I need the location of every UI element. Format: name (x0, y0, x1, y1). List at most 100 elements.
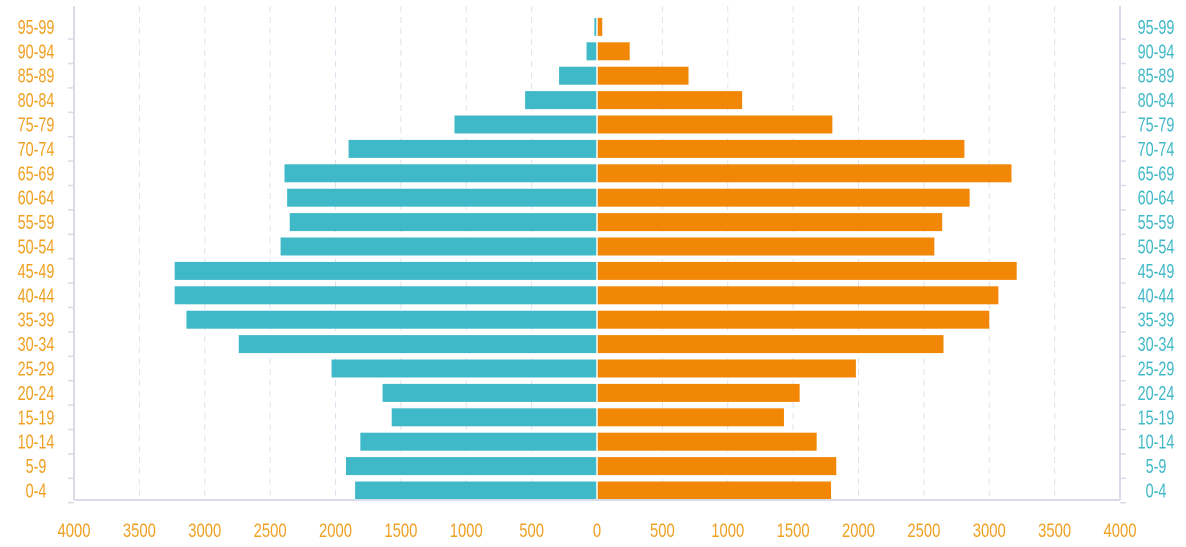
right-age-label: 55-59 (1138, 211, 1175, 234)
x-tick-label: 500 (650, 520, 675, 541)
bar-right-90-94 (597, 42, 630, 61)
bar-left-10-14 (360, 432, 597, 451)
bar-right-75-79 (597, 115, 833, 134)
left-age-label: 85-89 (18, 64, 55, 87)
bar-left-80-84 (525, 91, 597, 110)
right-age-label: 10-14 (1138, 430, 1175, 453)
bar-right-25-29 (597, 359, 856, 378)
x-tick-label: 1500 (777, 520, 810, 541)
bar-left-35-39 (186, 310, 597, 329)
bar-left-75-79 (454, 115, 597, 134)
right-age-label: 35-39 (1138, 308, 1175, 331)
bar-right-10-14 (597, 432, 817, 451)
x-tick-label: 2500 (254, 520, 287, 541)
x-tick-label: 0 (593, 520, 601, 541)
bar-right-65-69 (597, 164, 1012, 183)
bar-left-15-19 (391, 408, 597, 427)
bar-right-40-44 (597, 286, 999, 305)
left-age-label: 55-59 (18, 211, 55, 234)
right-age-label: 30-34 (1138, 333, 1175, 356)
bar-left-65-69 (284, 164, 597, 183)
left-age-label: 60-64 (18, 186, 55, 209)
bar-right-55-59 (597, 213, 943, 232)
x-tick-label: 1000 (450, 520, 483, 541)
bar-left-55-59 (289, 213, 597, 232)
right-age-label: 85-89 (1138, 64, 1175, 87)
x-tick-label: 500 (519, 520, 544, 541)
left-age-label: 90-94 (18, 40, 55, 63)
left-age-label: 65-69 (18, 162, 55, 185)
x-tick-label: 3500 (1038, 520, 1071, 541)
bar-left-0-4 (355, 481, 597, 500)
left-age-label: 30-34 (18, 333, 55, 356)
right-age-label: 95-99 (1138, 16, 1175, 39)
right-age-label: 65-69 (1138, 162, 1175, 185)
bar-right-5-9 (597, 457, 837, 476)
bar-left-20-24 (382, 383, 597, 402)
bar-right-80-84 (597, 91, 743, 110)
x-tick-label: 4000 (58, 520, 91, 541)
left-age-label: 25-29 (18, 357, 55, 380)
right-age-label: 20-24 (1138, 382, 1175, 405)
left-age-label: 35-39 (18, 308, 55, 331)
bar-left-30-34 (238, 335, 597, 354)
labels: 4000 3500 3000 2500 2000 1500 1000 500 0 500 1000 1… (18, 16, 1175, 542)
bar-right-50-54 (597, 237, 935, 256)
left-age-label: 75-79 (18, 113, 55, 136)
right-age-label: 15-19 (1138, 406, 1175, 429)
bar-left-70-74 (348, 139, 597, 158)
x-tick-label: 2000 (842, 520, 875, 541)
x-tick-label: 2000 (319, 520, 352, 541)
left-age-label: 5-9 (26, 455, 47, 478)
bar-right-0-4 (597, 481, 832, 500)
right-age-label: 5-9 (1146, 455, 1167, 478)
x-tick-label: 2500 (907, 520, 940, 541)
bar-left-5-9 (345, 457, 597, 476)
left-age-label: 45-49 (18, 260, 55, 283)
axes (68, 6, 1126, 504)
bars (174, 6, 1017, 500)
bar-right-60-64 (597, 188, 970, 207)
bar-left-25-29 (331, 359, 597, 378)
right-age-label: 25-29 (1138, 357, 1175, 380)
left-age-label: 15-19 (18, 406, 55, 429)
right-age-label: 45-49 (1138, 260, 1175, 283)
left-age-label: 20-24 (18, 382, 55, 405)
left-age-label: 95-99 (18, 16, 55, 39)
x-tick-label: 3000 (973, 520, 1006, 541)
bar-left-95-99 (594, 17, 597, 36)
bar-right-30-34 (597, 335, 944, 354)
bar-left-85-89 (559, 66, 597, 85)
right-age-label: 80-84 (1138, 89, 1175, 112)
right-age-label: 70-74 (1138, 138, 1175, 161)
bar-left-90-94 (586, 42, 597, 61)
left-age-label: 0-4 (26, 479, 47, 502)
x-tick-label: 3500 (123, 520, 156, 541)
right-age-label: 50-54 (1138, 235, 1175, 258)
bar-left-40-44 (174, 286, 598, 305)
x-tick-label: 3000 (188, 520, 221, 541)
x-tick-label: 4000 (1104, 520, 1137, 541)
bar-left-50-54 (280, 237, 597, 256)
bar-right-45-49 (597, 261, 1017, 280)
right-age-label: 75-79 (1138, 113, 1175, 136)
bar-right-35-39 (597, 310, 990, 329)
x-tick-label: 1500 (384, 520, 417, 541)
right-age-label: 90-94 (1138, 40, 1175, 63)
left-age-label: 10-14 (18, 430, 55, 453)
right-age-label: 40-44 (1138, 284, 1175, 307)
x-tick-label: 1000 (711, 520, 744, 541)
bar-right-20-24 (597, 383, 800, 402)
right-age-label: 60-64 (1138, 186, 1175, 209)
left-age-label: 80-84 (18, 89, 55, 112)
bar-right-15-19 (597, 408, 784, 427)
left-age-label: 40-44 (18, 284, 55, 307)
left-age-label: 50-54 (18, 235, 55, 258)
bar-right-70-74 (597, 139, 965, 158)
bar-right-95-99 (597, 17, 603, 36)
bar-right-85-89 (597, 66, 689, 85)
bar-left-60-64 (287, 188, 597, 207)
bar-left-45-49 (174, 261, 598, 280)
right-age-label: 0-4 (1146, 479, 1167, 502)
